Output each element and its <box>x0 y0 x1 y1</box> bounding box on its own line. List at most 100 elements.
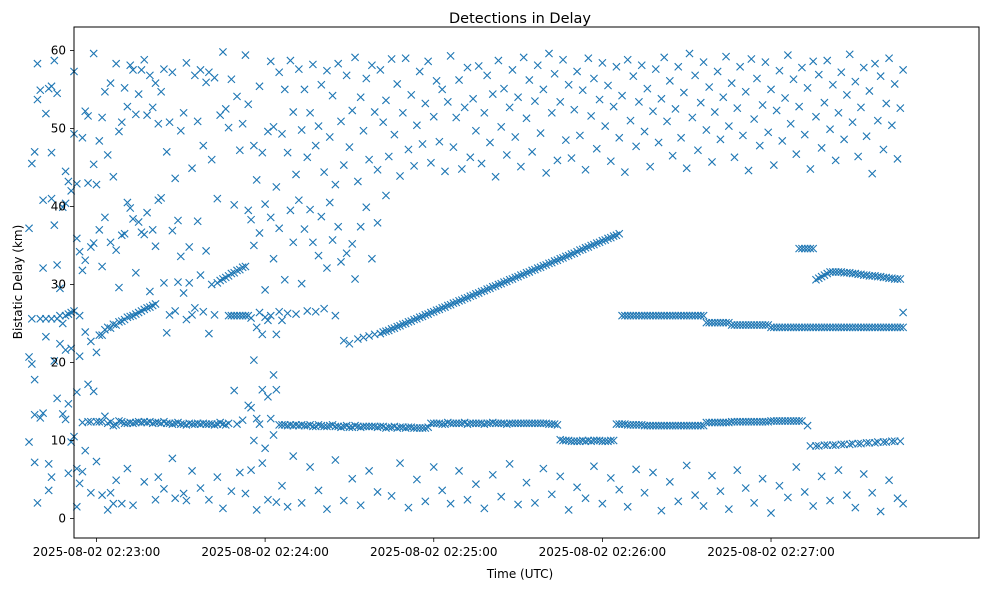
data-point <box>637 61 646 70</box>
data-point <box>103 323 112 332</box>
data-point <box>143 111 152 120</box>
data-point <box>772 323 781 332</box>
data-point <box>741 484 750 493</box>
data-point <box>508 65 517 74</box>
data-point <box>286 206 295 215</box>
data-point <box>699 502 708 511</box>
data-point <box>123 198 132 207</box>
plot-frame <box>73 26 980 539</box>
data-point <box>306 108 315 117</box>
data-point <box>820 98 829 107</box>
data-point <box>185 243 194 251</box>
data-point <box>202 78 211 87</box>
data-point <box>103 150 112 159</box>
data-point <box>800 130 809 139</box>
data-point <box>30 375 39 384</box>
data-point <box>868 323 877 332</box>
data-point <box>828 441 837 450</box>
data-point <box>862 132 871 141</box>
data-point <box>365 422 374 431</box>
data-point <box>477 287 486 296</box>
data-point <box>213 194 222 203</box>
data-point <box>494 56 503 65</box>
data-point <box>154 473 163 482</box>
data-point <box>556 254 565 263</box>
data-point <box>811 323 820 332</box>
data-point <box>249 241 258 250</box>
data-point <box>123 419 132 428</box>
data-point <box>544 49 553 58</box>
data-point <box>589 436 598 445</box>
data-point <box>511 133 520 141</box>
data-point <box>269 122 278 131</box>
data-point <box>196 65 205 74</box>
data-point <box>783 51 792 60</box>
data-point <box>421 497 430 506</box>
data-point <box>50 221 59 230</box>
data-point <box>238 311 247 320</box>
data-point <box>27 314 36 323</box>
data-point <box>589 462 598 471</box>
data-point <box>33 59 42 68</box>
data-point <box>415 313 424 322</box>
data-point <box>744 166 753 175</box>
data-point <box>325 133 334 141</box>
data-point <box>511 273 520 282</box>
data-point <box>269 370 278 379</box>
data-point <box>81 107 90 116</box>
data-point <box>587 111 596 120</box>
data-point <box>533 419 542 428</box>
data-point <box>27 360 36 369</box>
data-point <box>626 311 635 320</box>
data-point <box>460 294 469 303</box>
data-point <box>244 100 253 109</box>
data-point <box>300 225 309 234</box>
data-point <box>50 356 59 365</box>
data-point <box>713 67 722 76</box>
data-point <box>190 420 199 429</box>
data-point <box>337 117 345 126</box>
data-point <box>255 308 264 317</box>
data-point <box>893 323 902 332</box>
data-point <box>859 470 868 479</box>
data-point <box>514 93 523 102</box>
data-point <box>75 352 84 361</box>
data-point <box>516 419 525 428</box>
data-point <box>767 416 776 425</box>
data-point <box>769 416 778 425</box>
data-point <box>795 102 804 111</box>
data-point <box>362 203 371 212</box>
data-point <box>699 311 708 320</box>
data-point <box>471 480 480 489</box>
data-point <box>325 198 334 207</box>
data-point <box>609 102 618 111</box>
data-point <box>193 217 202 226</box>
data-point <box>381 96 390 105</box>
data-point <box>615 420 624 429</box>
data-point <box>640 488 649 497</box>
data-point <box>412 424 421 432</box>
data-point <box>165 310 174 319</box>
data-point <box>241 51 250 60</box>
data-point <box>632 142 641 151</box>
data-point <box>823 56 832 65</box>
data-point <box>114 283 123 292</box>
data-point <box>643 421 652 430</box>
data-point <box>817 472 826 481</box>
data-point <box>550 257 559 266</box>
data-point <box>598 437 607 446</box>
data-point <box>533 264 542 273</box>
data-point <box>452 419 461 428</box>
data-point <box>126 61 135 70</box>
data-point <box>632 420 641 429</box>
data-point <box>494 419 503 428</box>
data-point <box>261 285 270 294</box>
data-point <box>657 94 666 103</box>
data-point <box>890 275 899 283</box>
data-point <box>129 214 138 223</box>
data-point <box>272 385 281 394</box>
data-point <box>747 54 756 63</box>
data-point <box>404 145 413 154</box>
data-point <box>601 122 610 131</box>
data-point <box>41 109 50 118</box>
